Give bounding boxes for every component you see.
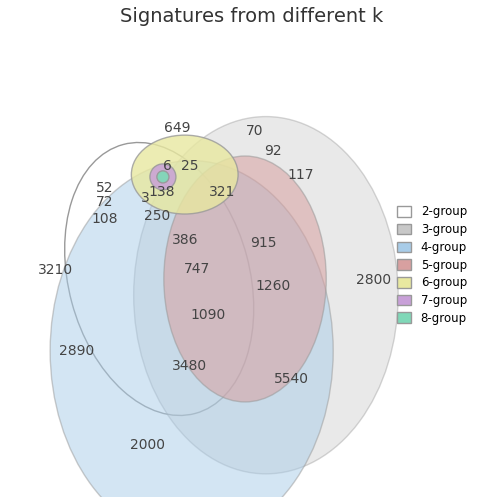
Ellipse shape	[134, 116, 398, 474]
Text: 3: 3	[141, 191, 150, 205]
Text: 117: 117	[287, 167, 314, 181]
Legend: 2-group, 3-group, 4-group, 5-group, 6-group, 7-group, 8-group: 2-group, 3-group, 4-group, 5-group, 6-gr…	[397, 206, 467, 325]
Text: 2800: 2800	[356, 273, 391, 287]
Text: 1260: 1260	[255, 279, 290, 293]
Text: 1090: 1090	[191, 308, 226, 322]
Text: 3480: 3480	[172, 359, 207, 373]
Text: 747: 747	[184, 262, 210, 276]
Text: 25: 25	[180, 159, 198, 173]
Text: 250: 250	[144, 209, 170, 223]
Text: 6: 6	[163, 159, 172, 173]
Ellipse shape	[157, 171, 169, 183]
Text: 321: 321	[209, 185, 235, 199]
Text: 138: 138	[148, 185, 175, 199]
Text: 92: 92	[264, 144, 282, 158]
Text: 386: 386	[171, 233, 198, 247]
Text: 70: 70	[245, 124, 263, 139]
Ellipse shape	[164, 156, 326, 402]
Text: 2890: 2890	[59, 344, 94, 358]
Text: 649: 649	[164, 121, 190, 135]
Text: 52: 52	[96, 181, 114, 196]
Text: 915: 915	[250, 236, 277, 250]
Text: 2000: 2000	[130, 438, 165, 452]
Ellipse shape	[50, 161, 333, 504]
Ellipse shape	[150, 164, 176, 190]
Text: 72: 72	[96, 196, 114, 210]
Text: 108: 108	[92, 212, 118, 226]
Text: 3210: 3210	[38, 263, 73, 277]
Title: Signatures from different k: Signatures from different k	[120, 7, 384, 26]
Ellipse shape	[132, 135, 238, 214]
Text: 5540: 5540	[274, 372, 309, 386]
